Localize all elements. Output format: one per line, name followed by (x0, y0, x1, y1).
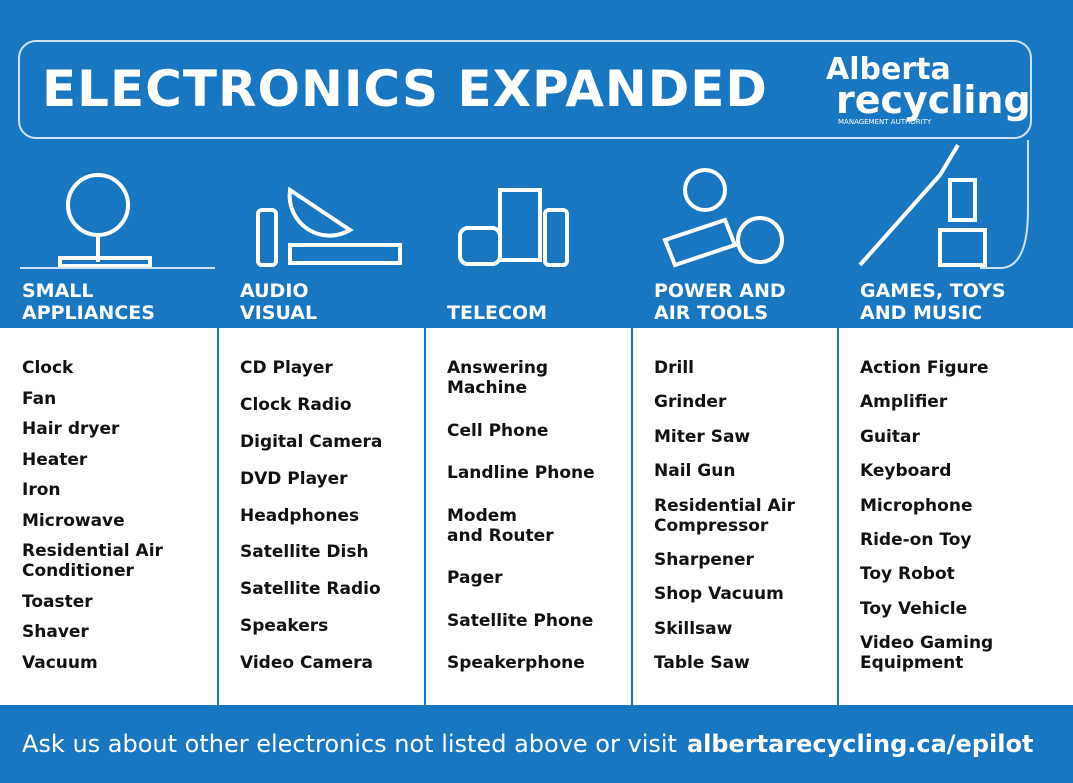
item: Toy Robot (860, 564, 993, 584)
item: Digital Camera (240, 432, 382, 452)
item: Hair dryer (22, 419, 163, 439)
item: Residential Air Conditioner (22, 541, 163, 581)
item: Cell Phone (447, 421, 595, 441)
item: Shop Vacuum (654, 584, 795, 604)
item: Satellite Radio (240, 579, 382, 599)
item: Clock (22, 358, 163, 378)
column-heading: POWER AND AIR TOOLS (654, 280, 786, 324)
item: Toaster (22, 592, 163, 612)
item: Sharpener (654, 550, 795, 570)
column-heading: GAMES, TOYS AND MUSIC (860, 280, 1006, 324)
column-divider (217, 328, 219, 705)
item: Ride-on Toy (860, 530, 993, 550)
item: Action Figure (860, 358, 993, 378)
item: Satellite Dish (240, 542, 382, 562)
column: POWER AND AIR TOOLS Drill Grinder Miter Saw… (632, 270, 838, 705)
item: Satellite Phone (447, 611, 595, 631)
item: Answering Machine (447, 358, 595, 398)
item-list: Answering Machine Cell Phone Landline Phon… (447, 358, 595, 673)
column: GAMES, TOYS AND MUSIC Action Figure Amplif… (838, 270, 1073, 705)
item: Speakerphone (447, 653, 595, 673)
item: Toy Vehicle (860, 599, 993, 619)
column-divider (837, 328, 839, 705)
item: Speakers (240, 616, 382, 636)
column: AUDIO VISUAL CD Player Clock Radio Digital … (218, 270, 425, 705)
item: Table Saw (654, 653, 795, 673)
column-heading: SMALL APPLIANCES (22, 280, 155, 324)
column-divider (631, 328, 633, 705)
item: Fan (22, 389, 163, 409)
item-list: CD Player Clock Radio Digital Camera DVD Pl… (240, 358, 382, 673)
item: Vacuum (22, 653, 163, 673)
item: Guitar (860, 427, 993, 447)
item: Grinder (654, 392, 795, 412)
footer: Ask us about other electronics not liste… (0, 705, 1073, 783)
item: DVD Player (240, 469, 382, 489)
item-list: Clock Fan Hair dryer Heater Iron Microwave Res… (22, 358, 163, 673)
column-divider (424, 328, 426, 705)
column-heading: TELECOM (447, 302, 547, 324)
item: Heater (22, 450, 163, 470)
item: Shaver (22, 622, 163, 642)
footer-link[interactable]: albertarecycling.ca/epilot (687, 730, 1034, 758)
item: Amplifier (860, 392, 993, 412)
item: Pager (447, 568, 595, 588)
item: CD Player (240, 358, 382, 378)
item: Nail Gun (654, 461, 795, 481)
item: Clock Radio (240, 395, 382, 415)
item: Modem and Router (447, 506, 595, 546)
item: Skillsaw (654, 619, 795, 639)
column: TELECOM Answering Machine Cell Phone Landli… (425, 270, 632, 705)
item-list: Action Figure Amplifier Guitar Keyboard Micr… (860, 358, 993, 673)
item: Iron (22, 480, 163, 500)
item: Miter Saw (654, 427, 795, 447)
column-heading: AUDIO VISUAL (240, 280, 317, 324)
poster: ELECTRONICS EXPANDED Alberta recycling M… (0, 0, 1073, 783)
item: Video Camera (240, 653, 382, 673)
item-list: Drill Grinder Miter Saw Nail Gun Residential… (654, 358, 795, 673)
item: Microphone (860, 496, 993, 516)
item: Video Gaming Equipment (860, 633, 993, 673)
item: Headphones (240, 506, 382, 526)
item: Residential Air Compressor (654, 496, 795, 536)
column: SMALL APPLIANCES Clock Fan Hair dryer Heater… (0, 270, 218, 705)
item: Keyboard (860, 461, 993, 481)
item: Microwave (22, 511, 163, 531)
footer-text: Ask us about other electronics not liste… (22, 730, 677, 758)
item: Landline Phone (447, 463, 595, 483)
item: Drill (654, 358, 795, 378)
